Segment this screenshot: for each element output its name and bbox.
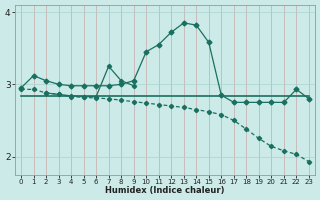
X-axis label: Humidex (Indice chaleur): Humidex (Indice chaleur) xyxy=(105,186,225,195)
